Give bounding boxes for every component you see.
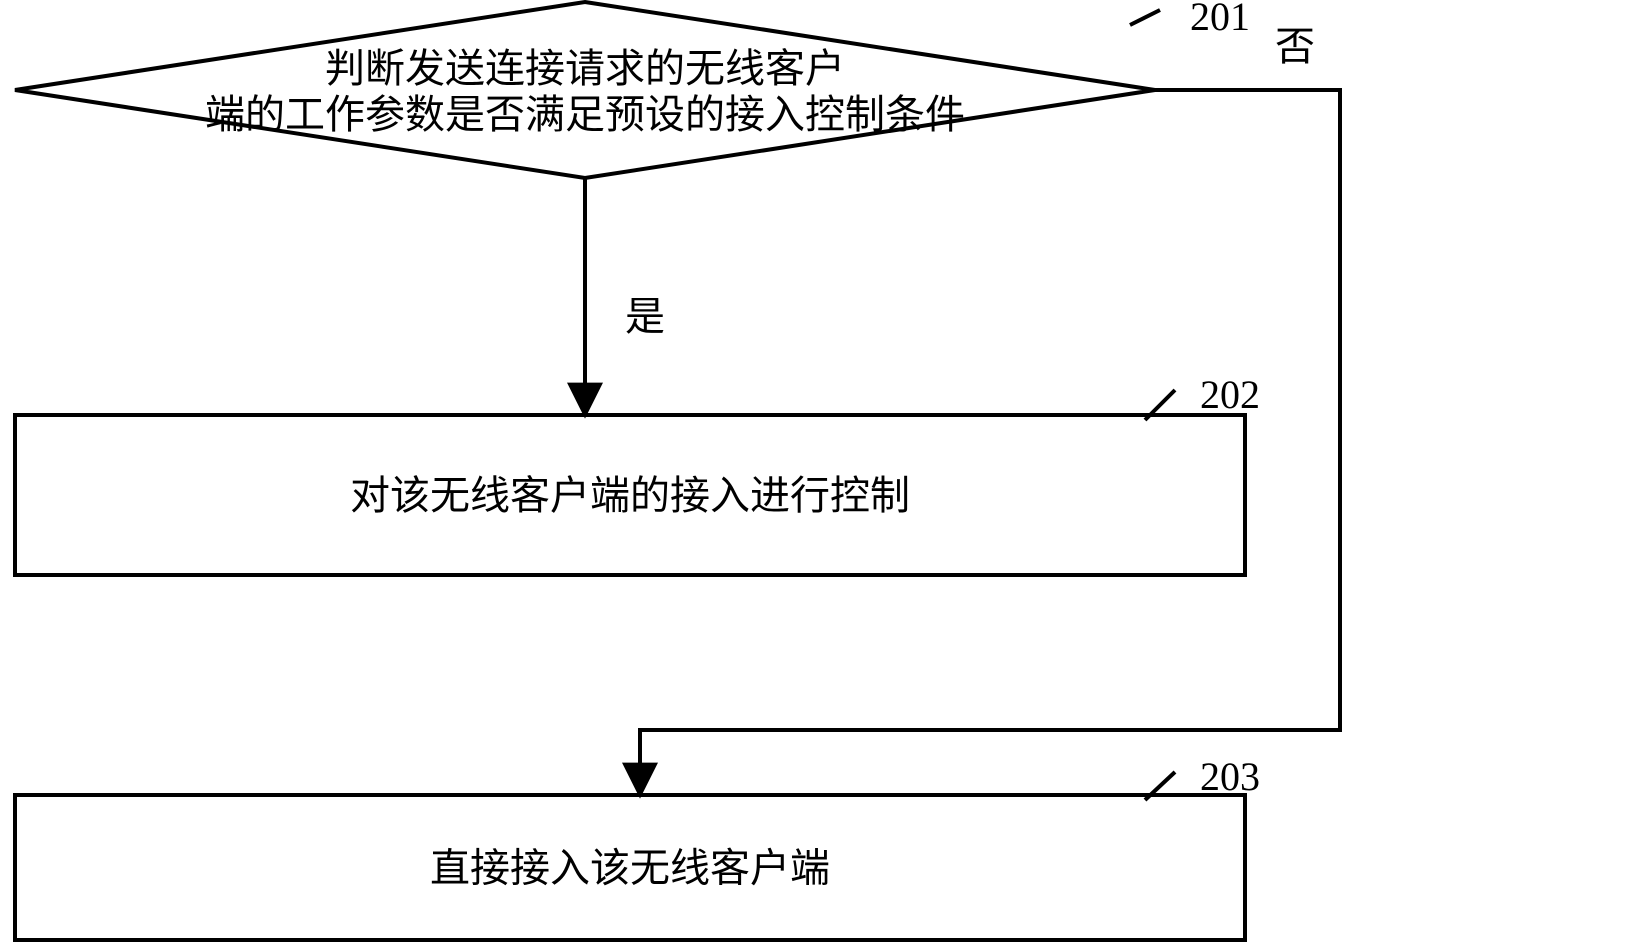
process-202-ref-label: 202 [1200,372,1260,417]
process-203-text: 直接接入该无线客户端 [430,846,830,891]
process-203-ref-label: 203 [1200,754,1260,799]
decision-text-line1: 判断发送连接请求的无线客户 [325,46,845,91]
decision-ref-label: 201 [1190,0,1250,39]
edge-yes-label: 是 [625,294,665,339]
process-202-text: 对该无线客户端的接入进行控制 [350,473,910,518]
decision-ref-tick [1130,10,1160,25]
decision-text-line2: 端的工作参数是否满足预设的接入控制条件 [205,92,965,137]
edge-no [640,90,1340,795]
flowchart-canvas: 判断发送连接请求的无线客户 端的工作参数是否满足预设的接入控制条件 201 对该… [0,0,1629,942]
edge-no-label: 否 [1275,24,1315,69]
